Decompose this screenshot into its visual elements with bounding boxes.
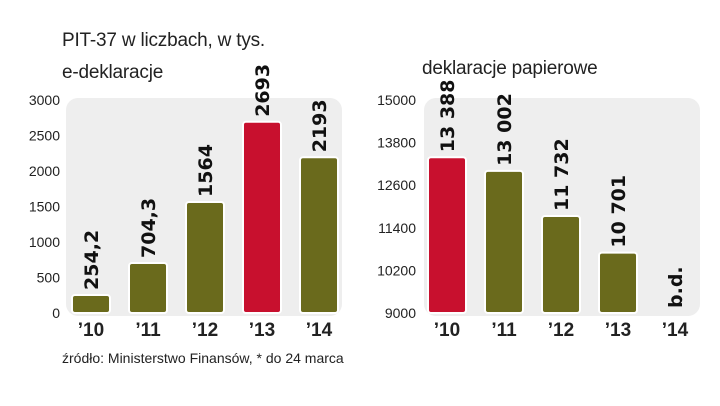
x-tick-label-1-0: ’10 [434, 320, 460, 341]
data-label-1-4: b.d. [665, 266, 687, 308]
data-label-0-4: 2193 [309, 99, 331, 152]
x-tick-label-0-0: ’10 [78, 320, 104, 341]
y-tick-label-1-0: 9000 [385, 305, 416, 321]
left-chart-title: e-deklaracje [62, 62, 164, 83]
x-tick-label-1-4: ’14 [662, 320, 689, 341]
bar-0-3 [242, 120, 282, 314]
x-tick-label-1-2: ’12 [548, 320, 574, 341]
x-tick-label-0-2: ’12 [192, 320, 218, 341]
data-label-1-2: 11 732 [551, 138, 573, 211]
data-label-1-1: 13 002 [494, 93, 516, 166]
y-tick-label-0-0: 0 [52, 305, 60, 321]
x-tick-label-0-3: ’13 [249, 320, 275, 341]
bar-1-1 [484, 169, 524, 314]
bar-0-0 [71, 293, 111, 315]
y-tick-label-1-1: 10200 [377, 262, 416, 278]
data-label-0-0: 254,2 [81, 230, 103, 290]
y-tick-label-1-3: 12600 [377, 177, 416, 193]
bar-1-3 [598, 251, 638, 314]
x-tick-label-0-4: ’14 [306, 320, 333, 341]
right-chart-title: deklaracje papierowe [422, 58, 598, 79]
y-tick-label-0-5: 2500 [29, 128, 60, 144]
y-tick-label-0-3: 1500 [29, 199, 60, 215]
bar-1-2 [541, 215, 581, 315]
data-label-0-1: 704,3 [138, 198, 160, 258]
bar-0-4 [299, 156, 339, 314]
y-tick-label-1-4: 13800 [377, 135, 416, 151]
data-label-1-3: 10 701 [608, 175, 630, 248]
x-tick-label-1-1: ’11 [491, 320, 517, 341]
y-tick-label-1-5: 15000 [377, 92, 416, 108]
y-tick-label-0-4: 2000 [29, 163, 60, 179]
x-tick-label-0-1: ’11 [135, 320, 161, 341]
y-tick-label-1-2: 11400 [378, 220, 416, 236]
x-tick-label-1-3: ’13 [605, 320, 631, 341]
chart-title: PIT-37 w liczbach, w tys. [62, 30, 266, 51]
source-note: źródło: Ministerstwo Finansów, * do 24 m… [62, 350, 344, 366]
bar-1-0 [427, 156, 467, 314]
bar-0-1 [128, 261, 168, 314]
bar-0-2 [185, 200, 225, 314]
data-label-1-0: 13 388 [437, 80, 459, 153]
y-tick-label-0-1: 500 [37, 270, 61, 286]
y-tick-label-0-6: 3000 [29, 92, 60, 108]
y-tick-label-0-2: 1000 [29, 234, 60, 250]
data-label-0-3: 2693 [252, 64, 274, 117]
data-label-0-2: 1564 [195, 144, 217, 197]
